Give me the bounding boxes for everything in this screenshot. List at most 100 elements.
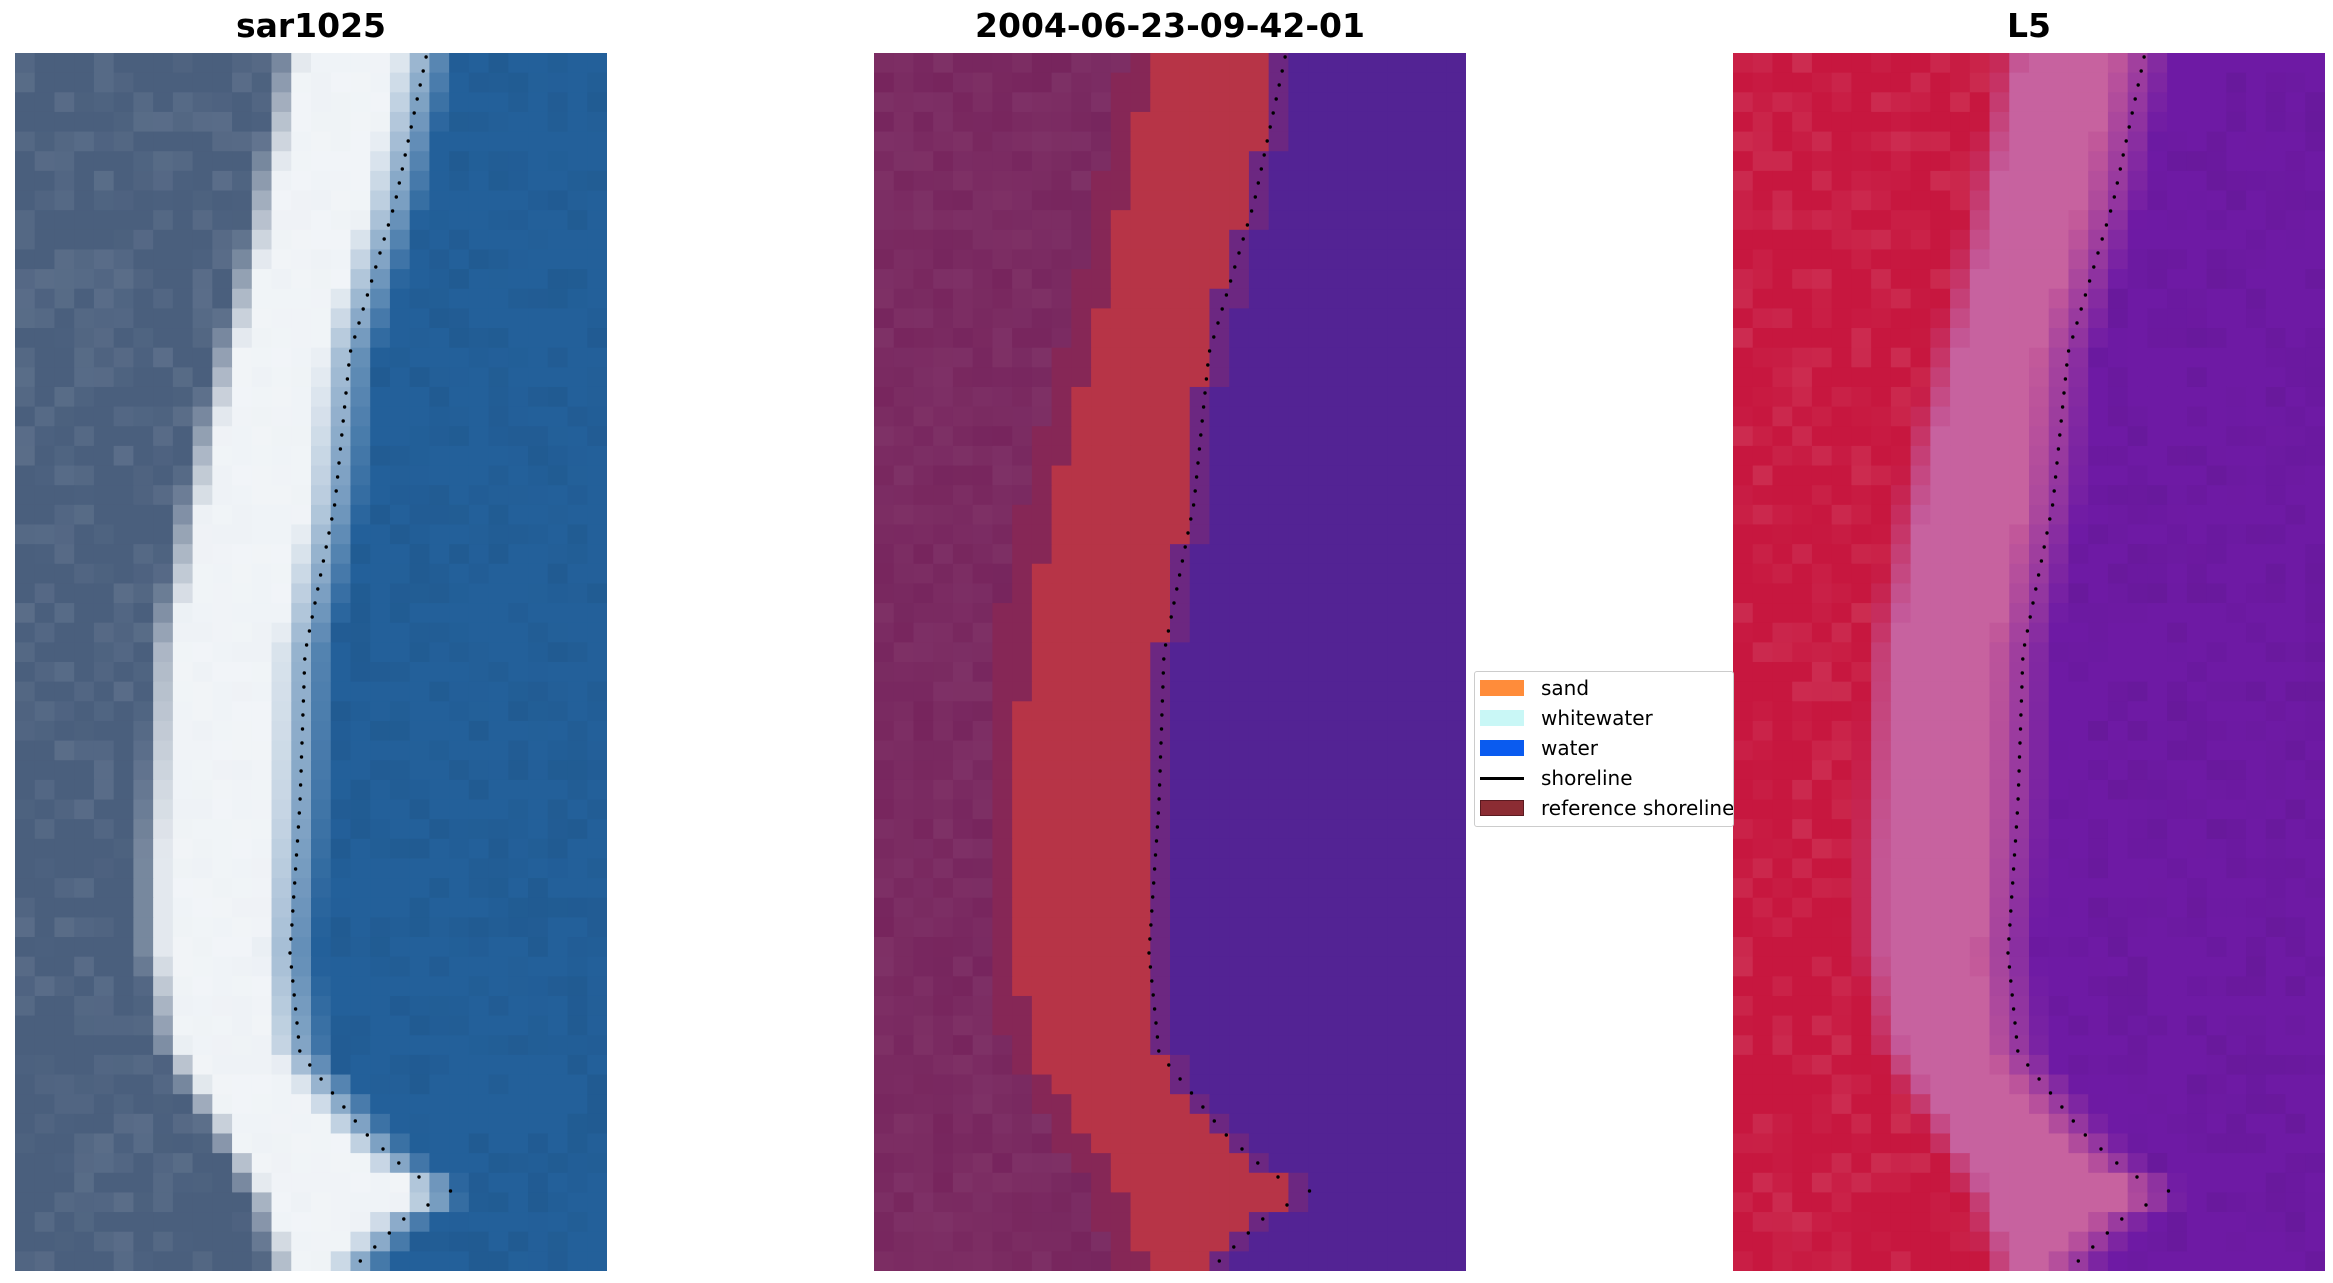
shoreline-point xyxy=(2083,1133,2087,1137)
shoreline-point xyxy=(2121,153,2125,157)
rgb-image xyxy=(15,53,607,1271)
shoreline-point xyxy=(2025,629,2030,633)
shoreline-point xyxy=(1152,867,1157,871)
shoreline-point xyxy=(301,699,306,703)
shoreline-point xyxy=(1189,1091,1194,1095)
legend-label: sand xyxy=(1541,676,1590,700)
shoreline-point xyxy=(2019,713,2023,717)
shoreline-point xyxy=(369,279,374,283)
shoreline-point xyxy=(2020,685,2024,689)
shoreline-point xyxy=(2012,853,2017,857)
shoreline-point xyxy=(1175,587,1179,591)
shoreline-point xyxy=(2104,223,2109,227)
shoreline-point xyxy=(295,839,300,843)
shoreline-point xyxy=(397,1161,401,1165)
shoreline-point xyxy=(2063,377,2068,381)
shoreline-point xyxy=(2018,741,2022,745)
shoreline-point xyxy=(293,881,297,885)
shoreline-point xyxy=(330,517,334,521)
shoreline-point xyxy=(1262,153,1266,157)
shoreline-point xyxy=(1157,1049,1161,1053)
shoreline-point xyxy=(2065,363,2069,367)
shoreline-point xyxy=(1161,685,1165,689)
shoreline-point xyxy=(1194,475,1199,479)
shoreline-point xyxy=(319,1077,323,1081)
shoreline-point xyxy=(2091,1245,2095,1249)
shoreline-point xyxy=(2130,111,2134,115)
shoreline-point xyxy=(378,251,382,255)
shoreline-point xyxy=(1199,433,1203,437)
shoreline-point xyxy=(365,293,370,297)
shoreline-point xyxy=(2058,433,2062,437)
shoreline-point xyxy=(2042,545,2046,549)
legend-swatch-water xyxy=(1480,740,1524,756)
shoreline-point xyxy=(295,1021,299,1025)
shoreline-point xyxy=(1206,363,1210,367)
shoreline-point xyxy=(299,769,303,773)
shoreline-point xyxy=(353,1119,357,1123)
shoreline-point xyxy=(2118,167,2122,171)
shoreline-point xyxy=(1261,1217,1265,1221)
shoreline-point xyxy=(2096,251,2100,255)
legend-label: water xyxy=(1541,736,1598,760)
shoreline-point xyxy=(302,685,306,689)
shoreline-point xyxy=(2048,517,2052,521)
shoreline-point xyxy=(1150,909,1154,913)
shoreline-point xyxy=(418,83,422,87)
legend-swatch-reference-shoreline xyxy=(1480,800,1524,816)
shoreline-point xyxy=(1152,881,1156,885)
shoreline-point xyxy=(288,951,292,955)
shoreline-point xyxy=(2120,1217,2124,1221)
legend-label: reference shoreline xyxy=(1541,796,1734,820)
shoreline-point xyxy=(1149,923,1153,927)
shoreline-point xyxy=(1147,951,1151,955)
shoreline-point xyxy=(1172,601,1176,605)
shoreline-point xyxy=(300,741,304,745)
shoreline-point xyxy=(304,643,309,647)
shoreline-point xyxy=(2071,1119,2075,1123)
shoreline-point xyxy=(292,895,296,899)
shoreline-point xyxy=(298,1049,302,1053)
shoreline-point xyxy=(1246,1231,1250,1235)
shoreline-point xyxy=(1256,181,1260,185)
shoreline-point xyxy=(291,979,295,983)
shoreline-point xyxy=(297,811,301,815)
shoreline-point xyxy=(327,531,331,535)
shoreline-point xyxy=(1189,517,1193,521)
shoreline-point xyxy=(318,573,323,577)
shoreline-point xyxy=(347,363,351,367)
shoreline-point xyxy=(301,713,305,717)
shoreline-point xyxy=(2017,769,2021,773)
shoreline-point xyxy=(1152,1007,1157,1011)
shoreline-point xyxy=(2135,1175,2139,1179)
shoreline-point xyxy=(341,419,345,423)
shoreline-point xyxy=(1253,195,1257,199)
shoreline-point xyxy=(299,755,304,759)
shoreline-point xyxy=(2013,1021,2017,1025)
shoreline-point xyxy=(2011,1007,2016,1011)
shoreline-point xyxy=(303,657,307,661)
shoreline-point xyxy=(292,993,296,997)
shoreline-point xyxy=(2071,335,2075,339)
shoreline-point xyxy=(2136,83,2140,87)
shoreline-point xyxy=(2011,867,2016,871)
shoreline-point xyxy=(2016,1049,2020,1053)
shoreline-point xyxy=(365,1133,369,1137)
shoreline-point xyxy=(1283,55,1287,59)
shoreline-point xyxy=(412,111,416,115)
shoreline-point xyxy=(448,1189,453,1193)
shoreline-point xyxy=(1277,83,1281,87)
shoreline-point xyxy=(358,1259,362,1263)
shoreline-point xyxy=(1158,755,1163,759)
shoreline-point xyxy=(2060,1105,2064,1109)
shoreline-point xyxy=(357,321,361,325)
shoreline-point xyxy=(381,1147,385,1151)
panel-title-index: L5 xyxy=(2007,6,2051,45)
shoreline-point xyxy=(2059,419,2063,423)
shoreline-point xyxy=(1233,265,1237,269)
shoreline-point xyxy=(340,433,344,437)
shoreline-point xyxy=(1178,1077,1182,1081)
shoreline-point xyxy=(1151,895,1155,899)
shoreline-point xyxy=(2115,1161,2119,1165)
shoreline-point xyxy=(400,167,404,171)
